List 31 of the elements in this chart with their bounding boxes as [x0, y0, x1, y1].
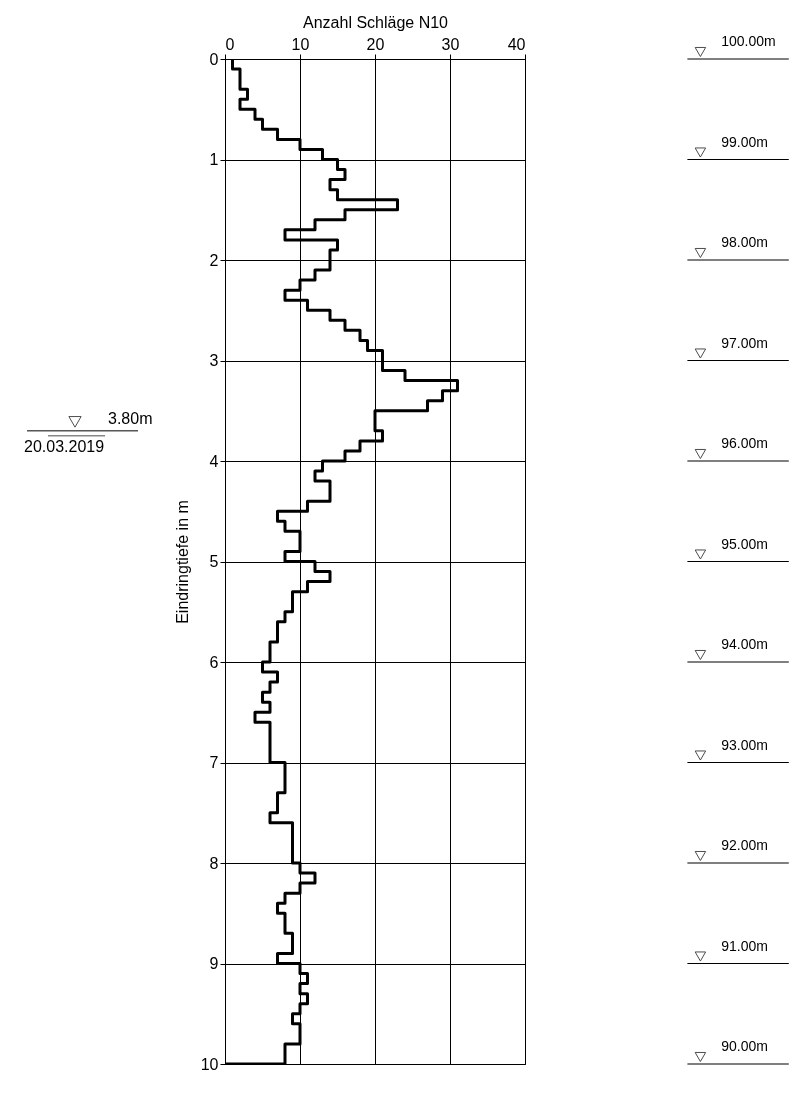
text: 20.03.2019: [24, 437, 105, 455]
y-axis-title: Eindringtiefe in m: [173, 500, 191, 624]
y2-tick-label: 95.00m: [721, 535, 768, 552]
x2-axis-title: Anzahl Schläge N10: [303, 13, 449, 31]
y-tick-label: 2: [209, 251, 219, 269]
y-tick-label: 9: [209, 955, 219, 972]
x2-tick-label: 20: [366, 35, 385, 53]
y2-tick-label: 99.00m: [721, 133, 768, 150]
y-tick-label: 0: [209, 50, 219, 68]
x2-tick-label: 40: [507, 35, 526, 53]
y2-tick-label: 90.00m: [721, 1038, 768, 1054]
y2-tick-label: 96.00m: [721, 435, 768, 451]
x2-tick-label: 30: [441, 35, 460, 53]
y2-tick-label: 98.00m: [721, 234, 768, 250]
x2-tick-label: 10: [291, 35, 310, 53]
text: 3.80m: [108, 409, 153, 427]
y-tick-label: 5: [209, 553, 219, 570]
y-tick-label: 1: [209, 151, 219, 168]
y-tick-label: 6: [209, 653, 219, 671]
y-tick-label: 10: [200, 1055, 219, 1073]
y2-tick-label: 93.00m: [721, 736, 768, 753]
y2-tick-label: 100.00m: [721, 33, 776, 49]
y-tick-label: 4: [209, 452, 219, 470]
y2-tick-label: 92.00m: [721, 837, 768, 853]
x2-tick-label: 0: [225, 35, 235, 53]
y-tick-label: 7: [209, 754, 219, 771]
y-tick-label: 3: [209, 352, 219, 369]
y2-tick-label: 91.00m: [721, 937, 768, 954]
y2-tick-label: 94.00m: [721, 636, 768, 652]
y-tick-label: 8: [209, 854, 219, 872]
y2-tick-label: 97.00m: [721, 334, 768, 351]
